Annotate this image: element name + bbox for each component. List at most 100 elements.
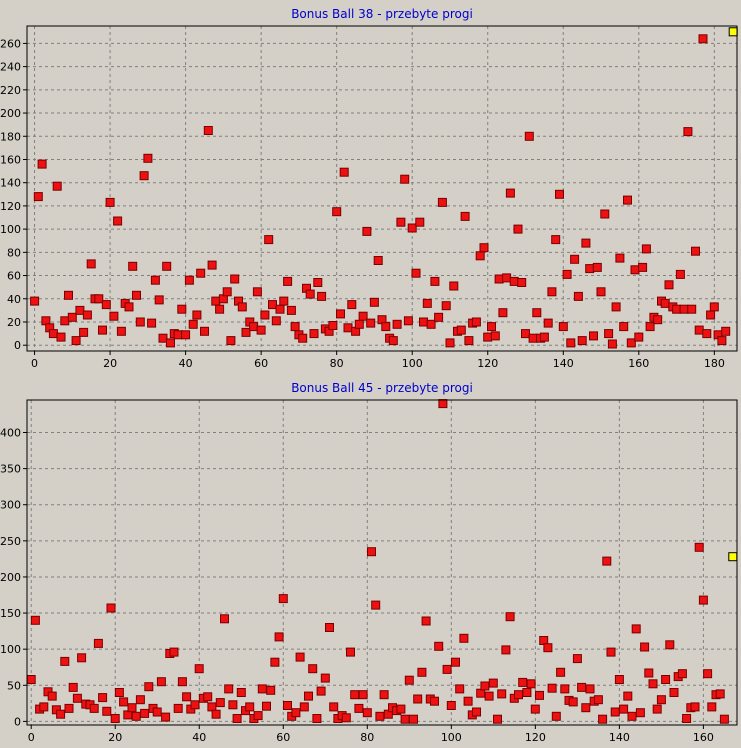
data-point bbox=[257, 684, 267, 694]
data-point bbox=[698, 595, 708, 605]
y-tick-label: 50 bbox=[7, 679, 21, 692]
data-point bbox=[388, 336, 398, 346]
data-point bbox=[593, 695, 603, 705]
data-point bbox=[607, 339, 617, 349]
x-tick-label: 120 bbox=[525, 731, 546, 744]
data-point bbox=[672, 304, 682, 314]
x-tick-label: 0 bbox=[28, 731, 35, 744]
data-point bbox=[56, 332, 66, 342]
y-tick-label: 240 bbox=[0, 61, 21, 74]
data-point bbox=[211, 709, 221, 719]
data-point bbox=[64, 290, 73, 300]
data-point bbox=[317, 291, 327, 301]
data-point bbox=[532, 308, 542, 318]
x-tick-label: 100 bbox=[402, 357, 423, 370]
data-point bbox=[256, 325, 266, 335]
x-tick-label: 60 bbox=[254, 357, 268, 370]
data-point bbox=[304, 691, 313, 701]
data-point bbox=[135, 695, 145, 705]
data-point bbox=[182, 692, 192, 702]
data-point bbox=[694, 542, 704, 552]
data-point bbox=[177, 677, 187, 687]
data-point bbox=[472, 707, 481, 717]
data-point bbox=[480, 681, 490, 691]
chart-bonus-ball-38: Bonus Ball 38 - przebyte progi 0 20 40 60 80 1… bbox=[0, 7, 738, 370]
data-point bbox=[524, 131, 534, 141]
data-point bbox=[236, 688, 246, 697]
y-tick-label: 150 bbox=[0, 607, 21, 620]
x-tick-label: 160 bbox=[628, 357, 649, 370]
data-point bbox=[494, 274, 504, 284]
data-point bbox=[415, 217, 425, 227]
data-point bbox=[158, 333, 168, 343]
data-point bbox=[518, 677, 528, 687]
data-point bbox=[551, 711, 561, 721]
plot-frame bbox=[26, 25, 738, 352]
data-point bbox=[110, 714, 120, 723]
data-point bbox=[328, 321, 338, 330]
y-tick-label: 400 bbox=[0, 427, 21, 440]
data-point bbox=[224, 684, 234, 694]
data-point bbox=[98, 693, 108, 703]
data-point bbox=[683, 127, 693, 137]
data-point bbox=[341, 713, 351, 723]
data-point bbox=[166, 338, 175, 348]
data-point bbox=[566, 338, 576, 348]
data-point bbox=[530, 704, 540, 714]
data-point bbox=[556, 667, 566, 677]
data-point bbox=[526, 679, 536, 689]
x-tick-label: 140 bbox=[553, 357, 574, 370]
data-point bbox=[109, 311, 119, 321]
data-point bbox=[623, 195, 632, 205]
data-point bbox=[264, 235, 274, 245]
data-point bbox=[295, 652, 305, 662]
data-point bbox=[375, 711, 385, 721]
data-point bbox=[37, 159, 47, 169]
data-point bbox=[585, 264, 595, 274]
y-tick-label: 80 bbox=[7, 246, 21, 259]
data-point bbox=[521, 329, 530, 339]
data-point bbox=[298, 333, 308, 343]
data-point bbox=[339, 167, 349, 177]
data-point bbox=[162, 261, 172, 271]
data-point bbox=[93, 638, 103, 648]
data-point bbox=[79, 327, 89, 337]
data-point bbox=[661, 675, 671, 684]
data-point bbox=[52, 181, 62, 191]
data-point bbox=[675, 269, 685, 279]
data-point bbox=[483, 332, 493, 342]
data-point bbox=[669, 688, 679, 697]
y-tick-label: 100 bbox=[0, 223, 21, 236]
data-point bbox=[660, 298, 670, 308]
plot-area bbox=[27, 400, 737, 725]
data-point bbox=[196, 268, 206, 278]
data-point bbox=[119, 697, 129, 707]
data-point bbox=[371, 600, 381, 610]
data-point bbox=[709, 302, 719, 312]
data-point bbox=[396, 704, 406, 714]
data-point bbox=[664, 280, 674, 290]
data-point bbox=[493, 714, 502, 724]
data-point bbox=[127, 703, 137, 713]
data-point bbox=[484, 691, 494, 701]
data-point bbox=[611, 302, 621, 312]
data-point bbox=[619, 704, 629, 714]
data-point bbox=[173, 703, 183, 713]
data-point bbox=[407, 223, 417, 233]
data-point bbox=[192, 310, 202, 320]
data-point bbox=[369, 297, 379, 307]
data-point bbox=[404, 675, 414, 685]
data-point bbox=[150, 275, 160, 285]
data-point bbox=[56, 709, 66, 719]
chart-title: Bonus Ball 45 - przebyte progi bbox=[291, 381, 473, 395]
data-point bbox=[358, 690, 368, 700]
data-point bbox=[116, 326, 126, 336]
data-point bbox=[30, 296, 40, 306]
data-point bbox=[177, 304, 187, 314]
data-point bbox=[438, 399, 448, 409]
data-point bbox=[271, 316, 281, 326]
data-point bbox=[547, 683, 557, 693]
data-point bbox=[568, 697, 578, 707]
data-point bbox=[135, 317, 145, 327]
x-tick-label: 180 bbox=[704, 357, 725, 370]
